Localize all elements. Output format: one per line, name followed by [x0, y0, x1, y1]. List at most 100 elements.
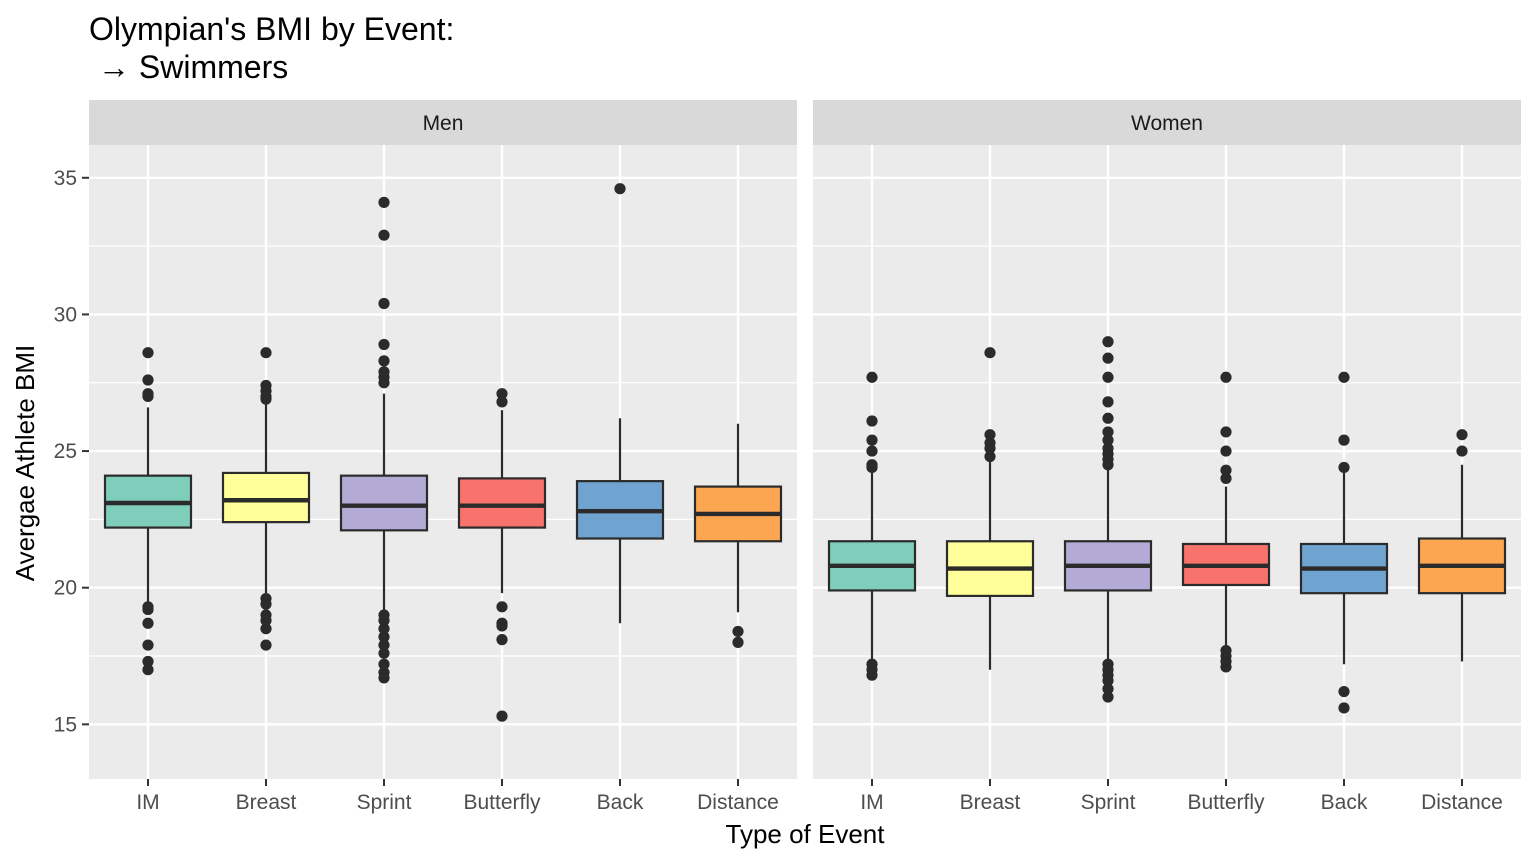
x-tick-label: Butterfly [1187, 791, 1265, 814]
outlier-point [1102, 352, 1114, 364]
outlier-point [142, 390, 154, 403]
outlier-point [260, 623, 272, 635]
outlier-point [1102, 434, 1114, 446]
outlier-point [260, 393, 272, 405]
outlier-point [1102, 691, 1114, 703]
box-iqr [457, 477, 547, 529]
outlier-point [142, 664, 154, 676]
outlier-point [1220, 472, 1232, 484]
outlier-point [378, 658, 390, 670]
outlier-point [496, 396, 508, 408]
x-axis-label: Type of Event [726, 819, 886, 849]
outlier-point [866, 445, 878, 457]
outlier-point [378, 338, 390, 351]
y-tick-label: 35 [54, 167, 77, 190]
outlier-point [1456, 445, 1468, 457]
outlier-point [496, 388, 508, 400]
outlier-point [1338, 434, 1350, 446]
outlier-point [984, 442, 996, 454]
outlier-point [496, 710, 508, 722]
x-tick-label: Back [597, 791, 644, 814]
facet-label: Men [423, 112, 464, 135]
facet-strip [813, 100, 1521, 145]
y-tick-label: 20 [54, 577, 77, 600]
y-tick-label: 30 [54, 303, 77, 326]
outlier-point [378, 297, 390, 310]
outlier-point [496, 620, 508, 632]
outlier-point [142, 655, 154, 668]
outlier-point [1338, 702, 1350, 714]
y-tick-label: 25 [54, 440, 77, 463]
outlier-point [866, 415, 878, 427]
outlier-point [496, 634, 508, 646]
x-tick-label: IM [136, 791, 159, 814]
outlier-point [260, 639, 272, 651]
outlier-point [1102, 371, 1114, 383]
x-tick-label: Distance [697, 791, 779, 814]
outlier-point [1102, 683, 1114, 695]
outlier-point [1102, 396, 1114, 408]
facet-strip [89, 100, 797, 145]
x-tick-label: Distance [1421, 791, 1503, 814]
outlier-point [614, 183, 626, 195]
outlier-point [866, 461, 878, 474]
outlier-point [378, 229, 390, 241]
outlier-point [378, 196, 390, 208]
outlier-point [1220, 426, 1232, 438]
outlier-point [1456, 429, 1468, 441]
outlier-point [984, 450, 996, 463]
outlier-point [496, 601, 508, 613]
outlier-point [378, 639, 390, 651]
box-iqr [221, 471, 311, 524]
outlier-point [260, 598, 272, 610]
x-tick-label: Breast [960, 791, 1021, 814]
y-tick-label: 15 [54, 713, 77, 736]
chart-title: Olympian's BMI by Event: [89, 11, 454, 47]
outlier-point [866, 434, 878, 446]
y-axis-label: Avergae Athlete BMI [10, 345, 40, 582]
outlier-point [1338, 461, 1350, 474]
outlier-point [1220, 661, 1232, 673]
x-tick-label: Butterfly [463, 791, 541, 814]
outlier-point [1338, 371, 1350, 383]
outlier-point [142, 347, 154, 359]
outlier-point [1220, 371, 1232, 383]
x-tick-label: Back [1321, 791, 1368, 814]
outlier-point [142, 374, 154, 386]
outlier-point [378, 623, 390, 635]
outlier-point [732, 636, 744, 648]
outlier-point [866, 371, 878, 383]
outlier-point [1220, 464, 1232, 476]
outlier-point [984, 347, 996, 359]
chart-subtitle: → Swimmers [98, 49, 288, 85]
outlier-point [1220, 445, 1232, 457]
outlier-point [866, 669, 878, 681]
outlier-point [378, 631, 390, 643]
outlier-point [1102, 412, 1114, 424]
outlier-point [378, 672, 390, 684]
x-tick-label: IM [860, 791, 883, 814]
outlier-point [142, 617, 154, 629]
x-tick-label: Sprint [1081, 791, 1136, 814]
panel-background [813, 145, 1521, 779]
outlier-point [378, 614, 390, 627]
outlier-point [142, 603, 154, 616]
outlier-point [378, 355, 390, 367]
outlier-point [984, 429, 996, 441]
box-iqr [339, 474, 429, 532]
outlier-point [1338, 685, 1350, 698]
panel-background [89, 145, 797, 779]
facet-label: Women [1131, 112, 1203, 135]
outlier-point [378, 377, 390, 389]
x-tick-label: Breast [236, 791, 297, 814]
outlier-point [260, 614, 272, 627]
x-tick-label: Sprint [357, 791, 412, 814]
outlier-point [732, 625, 744, 638]
outlier-point [142, 639, 154, 651]
outlier-point [378, 647, 390, 659]
outlier-point [1102, 426, 1114, 438]
outlier-point [1102, 459, 1114, 471]
outlier-point [1102, 675, 1114, 687]
outlier-point [260, 347, 272, 359]
